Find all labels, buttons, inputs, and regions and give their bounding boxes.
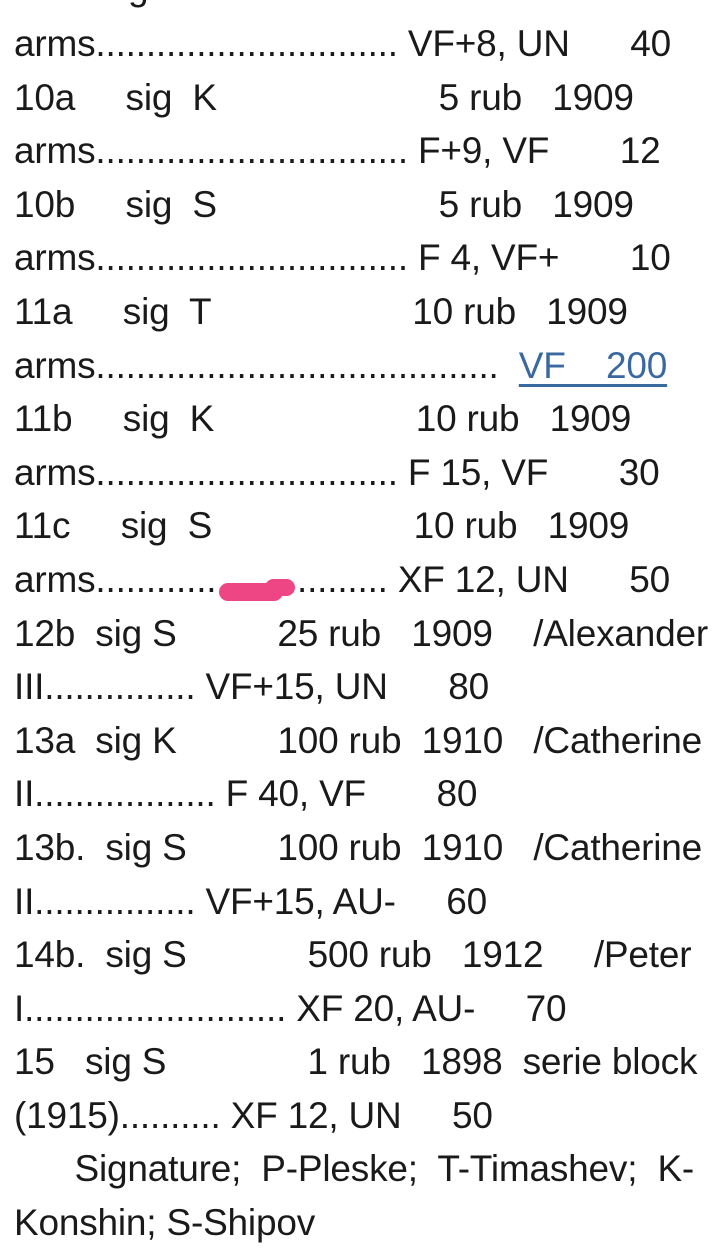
doc-line: II.................. F 40, VF 80 <box>14 767 706 821</box>
doc-text: arms............................... F+9,… <box>14 130 661 172</box>
doc-line: arms....................................… <box>14 339 706 393</box>
doc-line: Konshin; S-Shipov <box>14 1196 706 1250</box>
doc-line: 15 sig S 1 rub 1898 serie block <box>14 1035 706 1089</box>
doc-text: I.......................... XF 20, AU- 7… <box>14 987 567 1029</box>
doc-text: 13a sig K 100 rub 1910 /Catherine <box>14 719 703 761</box>
doc-line: (1915).......... XF 12, UN 50 <box>14 1089 706 1143</box>
clipped-top-line: g <box>0 0 720 9</box>
doc-line: 13a sig K 100 rub 1910 /Catherine <box>14 714 706 768</box>
doc-text: arms............................. XF 12,… <box>14 558 670 600</box>
doc-text: 10b sig S 5 rub 1909 <box>14 183 634 225</box>
doc-text: 11a sig T 10 rub 1909 <box>14 290 628 332</box>
doc-text: 10a sig K 5 rub 1909 <box>14 76 634 118</box>
price-link[interactable]: VF 200 <box>518 344 668 386</box>
doc-text: 15 sig S 1 rub 1898 serie block <box>14 1041 698 1083</box>
doc-line: 14b. sig S 500 rub 1912 /Peter <box>14 928 706 982</box>
doc-line: 10a sig K 5 rub 1909 <box>14 71 706 125</box>
doc-line: arms.............................. VF+8,… <box>14 17 706 71</box>
doc-line: arms.............................. F 15,… <box>14 446 706 500</box>
doc-line: Signature; P-Pleske; T-Timashev; K- <box>14 1142 706 1196</box>
doc-text: 13b. sig S 100 rub 1910 /Catherine <box>14 826 703 868</box>
pink-highlight-mark <box>219 578 297 602</box>
doc-text: Konshin; S-Shipov <box>14 1202 316 1244</box>
doc-text: (1915).......... XF 12, UN 50 <box>14 1094 493 1136</box>
doc-text: 14b. sig S 500 rub 1912 /Peter <box>14 934 692 976</box>
doc-text: II................ VF+15, AU- 60 <box>14 880 487 922</box>
doc-text: arms.............................. F 15,… <box>14 451 660 493</box>
doc-line: II................ VF+15, AU- 60 <box>14 875 706 929</box>
doc-text: arms............................... F 4,… <box>14 237 671 279</box>
doc-line: 11b sig K 10 rub 1909 <box>14 392 706 446</box>
document-body: arms.............................. VF+8,… <box>14 17 709 1250</box>
doc-line: I.......................... XF 20, AU- 7… <box>14 982 706 1036</box>
doc-line: 11a sig T 10 rub 1909 <box>14 285 706 339</box>
doc-line: arms............................... F 4,… <box>14 231 706 285</box>
cutoff-glyph-fragment: g <box>128 0 149 6</box>
doc-line: 12b sig S 25 rub 1909 /Alexander <box>14 607 709 661</box>
doc-line: 10b sig S 5 rub 1909 <box>14 178 706 232</box>
doc-line: 11c sig S 10 rub 1909 <box>14 499 706 553</box>
doc-line: 13b. sig S 100 rub 1910 /Catherine <box>14 821 706 875</box>
doc-line: arms............................. XF 12,… <box>14 553 706 607</box>
doc-text: III............... VF+15, UN 80 <box>14 666 489 708</box>
doc-text: arms.............................. VF+8,… <box>14 23 671 64</box>
doc-line: III............... VF+15, UN 80 <box>14 660 706 714</box>
doc-text: II.................. F 40, VF 80 <box>14 773 478 815</box>
doc-text: 11c sig S 10 rub 1909 <box>14 505 630 547</box>
doc-text: Signature; P-Pleske; T-Timashev; K- <box>14 1148 695 1190</box>
doc-text: 12b sig S 25 rub 1909 /Alexander <box>14 612 709 654</box>
doc-line: arms............................... F+9,… <box>14 124 706 178</box>
doc-text: arms....................................… <box>14 344 519 386</box>
doc-text: 11b sig K 10 rub 1909 <box>14 398 632 440</box>
